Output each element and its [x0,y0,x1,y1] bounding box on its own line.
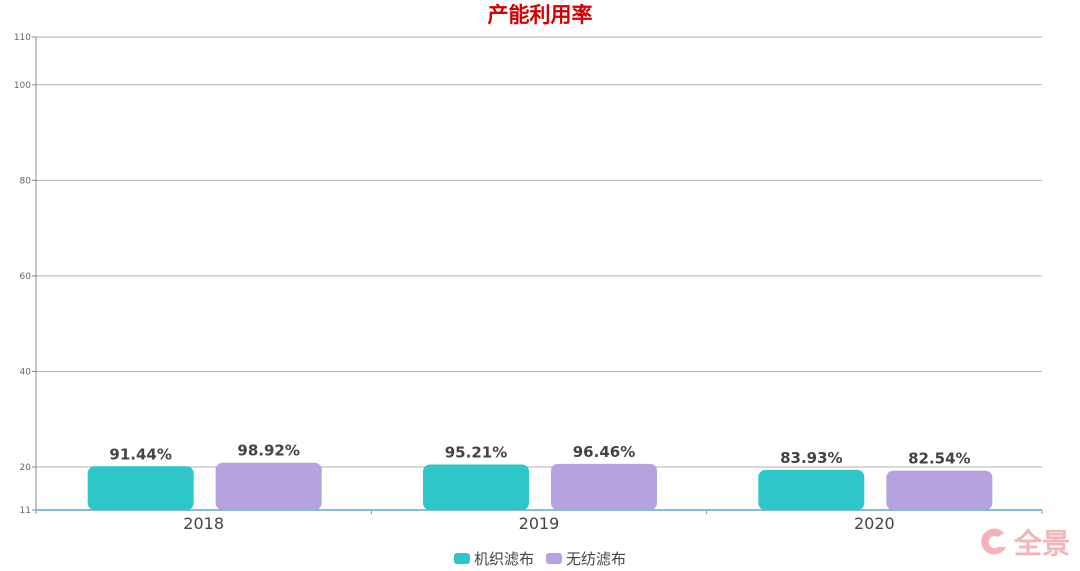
data-label: 82.54% [908,450,970,468]
y-tick-label: 110 [14,33,31,43]
logo-icon [981,528,1006,555]
legend-swatch-1 [546,553,562,564]
chart-title: 产能利用率 [487,3,593,27]
y-tick-label: 11 [20,506,31,516]
bar-1-2019 [551,463,657,510]
bar-1-2018 [215,462,322,510]
data-label: 83.93% [780,449,842,467]
y-tick-label: 80 [20,176,32,186]
legend-swatch-0 [453,553,470,564]
data-label: 91.44% [109,445,171,463]
x-tick-label: 2018 [183,514,224,533]
data-label: 95.21% [445,444,507,462]
bar-1-2020 [886,470,993,510]
legend-label-0: 机织滤布 [473,550,534,568]
x-tick-label: 2019 [519,514,560,533]
bar-0-2020 [758,469,865,510]
bar-0-2018 [87,466,194,510]
y-tick-label: 40 [20,367,32,377]
bar-0-2019 [423,464,529,510]
y-tick-label: 20 [20,463,32,473]
legend-item-0[interactable]: 机织滤布 [453,548,534,569]
data-label: 96.46% [573,443,635,461]
y-tick-label: 100 [14,81,31,91]
y-tick-label: 60 [20,272,32,282]
watermark-logo: 全景 [976,522,1070,562]
bar-chart: 11 20 40 60 80 100 110 2018 91.44% 98.92% 2019 95.2… [14,33,1043,533]
watermark-text: 全景 [1013,527,1070,560]
x-tick-label: 2020 [854,514,895,533]
data-label: 98.92% [237,442,299,460]
legend-label-1: 无纺滤布 [566,550,627,568]
legend-item-1[interactable]: 无纺滤布 [546,548,626,569]
legend: 机织滤布 无纺滤布 [0,548,1080,569]
